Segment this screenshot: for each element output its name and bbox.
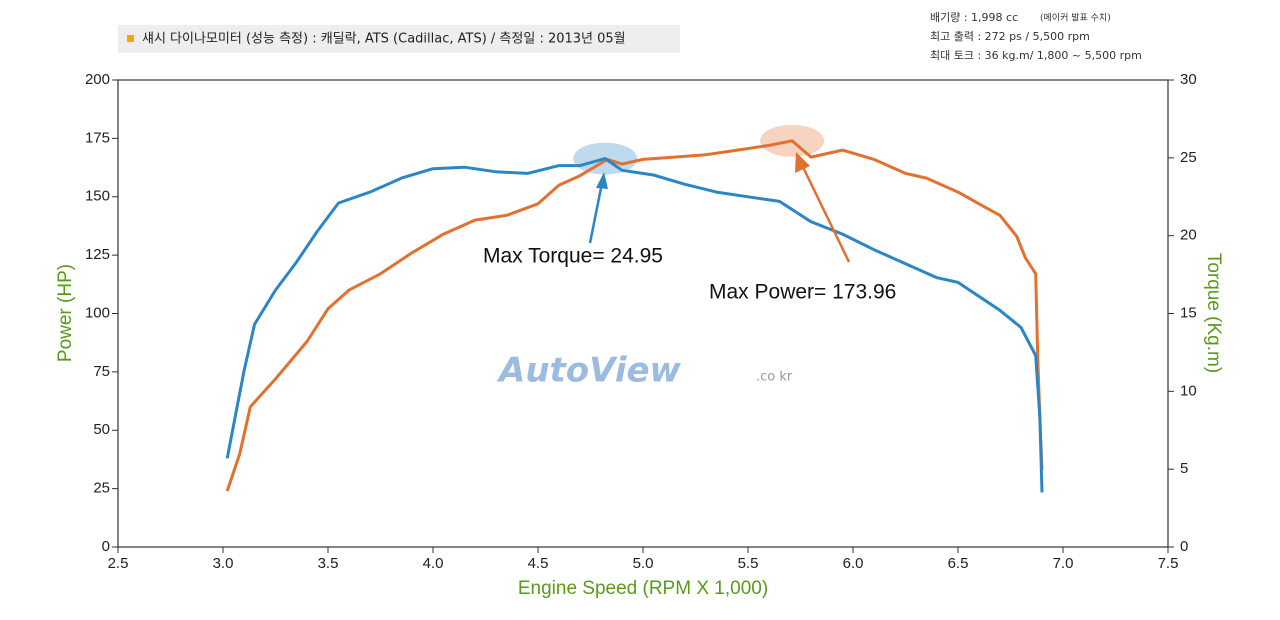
y2-tick-label: 20 xyxy=(1180,227,1197,244)
x-axis-title: Engine Speed (RPM X 1,000) xyxy=(518,578,768,599)
y-tick-label: 125 xyxy=(85,246,110,263)
y-tick-label: 150 xyxy=(85,188,110,205)
spec: 배기량 : 1,998 cc xyxy=(930,11,1018,24)
y2-tick-label: 5 xyxy=(1180,460,1188,477)
header: 섀시 다이나모미터 (성능 측정) : 캐딜락, ATS (Cadillac, … xyxy=(142,32,626,47)
y-tick-label: 0 xyxy=(102,538,110,555)
power-torque-line xyxy=(225,139,1044,492)
y-tick-label: 100 xyxy=(85,304,110,321)
annotation: Max Torque= 24.95 xyxy=(483,245,663,268)
x-tick-label: 3.0 xyxy=(213,555,234,572)
x-tick-label: 5.0 xyxy=(633,555,654,572)
y2-axis-title: Torque (Kg.m) xyxy=(1203,253,1224,373)
arrow-head xyxy=(596,172,608,189)
x-tick-label: 2.5 xyxy=(108,555,129,572)
y-tick-label: 200 xyxy=(85,71,110,88)
spec: 최대 토크 : 36 kg.m/ 1,800 ~ 5,500 rpm xyxy=(930,49,1142,62)
y2-tick-label: 15 xyxy=(1180,304,1197,321)
watermark-suffix: .co kr xyxy=(756,370,793,385)
x-tick-label: 6.5 xyxy=(948,555,969,572)
x-tick-label: 4.5 xyxy=(528,555,549,572)
spec: 최고 출력 : 272 ps / 5,500 rpm xyxy=(930,30,1090,43)
header-bullet xyxy=(127,35,134,42)
header-box xyxy=(118,25,680,53)
y-axis-title: Power (HP) xyxy=(55,264,76,362)
y-tick-label: 75 xyxy=(93,363,110,380)
x-tick-label: 7.5 xyxy=(1158,555,1179,572)
x-tick-label: 6.0 xyxy=(843,555,864,572)
annotation: Max Power= 173.96 xyxy=(709,281,896,304)
x-tick-label: 7.0 xyxy=(1053,555,1074,572)
x-tick-label: 4.0 xyxy=(423,555,444,572)
arrow-head xyxy=(795,152,810,173)
x-tick-label: 3.5 xyxy=(318,555,339,572)
y2-tick-label: 0 xyxy=(1180,538,1188,555)
watermark: AutoView xyxy=(496,351,682,391)
x-tick-label: 5.5 xyxy=(738,555,759,572)
y2-tick-label: 30 xyxy=(1180,71,1197,88)
y-tick-label: 25 xyxy=(93,480,110,497)
power-torque-line xyxy=(225,157,1044,493)
y-tick-label: 50 xyxy=(93,421,110,438)
y2-tick-label: 10 xyxy=(1180,382,1197,399)
arrow xyxy=(800,164,851,263)
y2-tick-label: 25 xyxy=(1180,149,1197,166)
arrow xyxy=(588,182,604,244)
y-tick-label: 175 xyxy=(85,129,110,146)
plot-frame xyxy=(117,79,1169,548)
spec-note: (메이커 발표 수치) xyxy=(1040,12,1111,24)
